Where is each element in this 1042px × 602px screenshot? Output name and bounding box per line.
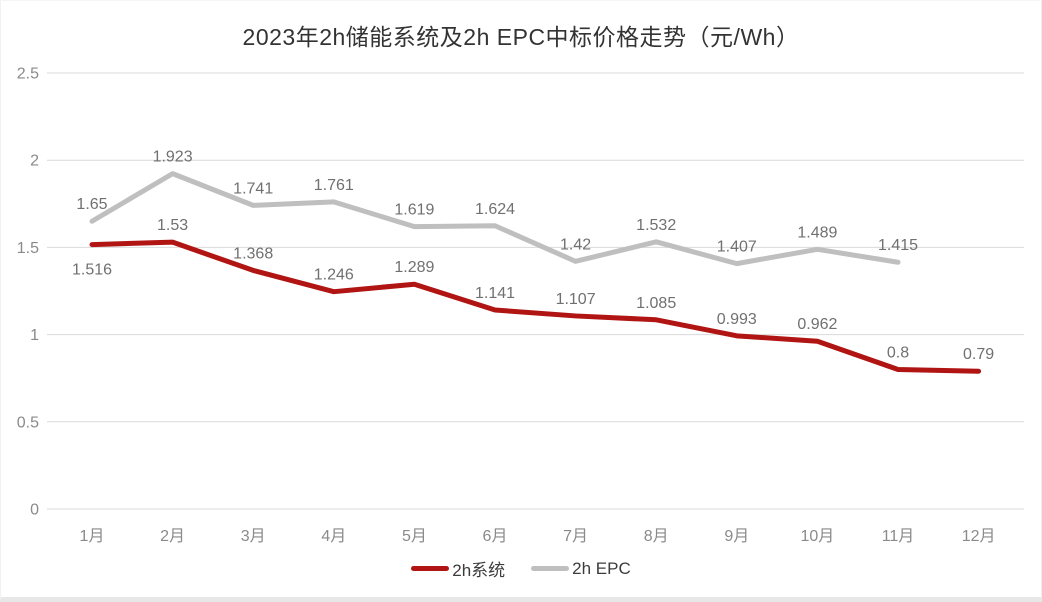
data-label-system-8: 1.085 xyxy=(636,295,676,312)
data-label-epc-2: 1.923 xyxy=(153,149,193,166)
x-axis-tick-label: 11月 xyxy=(882,528,915,545)
data-label-system-7: 1.107 xyxy=(556,291,596,308)
data-label-epc-7: 1.42 xyxy=(560,236,591,253)
x-axis-tick-label: 10月 xyxy=(800,528,834,545)
y-axis-tick-label: 0 xyxy=(30,502,39,519)
x-axis-tick-label: 4月 xyxy=(321,528,346,545)
data-label-system-10: 0.962 xyxy=(797,316,837,333)
data-label-system-5: 1.289 xyxy=(394,259,434,276)
x-axis-tick-label: 3月 xyxy=(241,528,266,545)
legend-item-system: 2h系统 xyxy=(411,556,505,581)
chart-legend: 2h系统 2h EPC xyxy=(1,556,1041,581)
x-axis-tick-label: 9月 xyxy=(724,528,749,545)
data-label-epc-10: 1.489 xyxy=(797,224,837,241)
data-label-epc-8: 1.532 xyxy=(636,217,676,234)
x-axis-tick-label: 12月 xyxy=(962,528,996,545)
legend-label-system: 2h系统 xyxy=(452,561,506,580)
x-axis-tick-label: 6月 xyxy=(483,528,508,545)
data-label-system-2: 1.53 xyxy=(157,217,188,234)
data-label-system-6: 1.141 xyxy=(475,285,515,302)
legend-item-epc: 2h EPC xyxy=(531,559,631,579)
x-axis-tick-label: 1月 xyxy=(80,528,105,545)
data-label-epc-3: 1.741 xyxy=(233,180,273,197)
data-label-system-1: 1.516 xyxy=(72,262,112,279)
data-label-system-11: 0.8 xyxy=(887,344,909,361)
x-axis-tick-label: 7月 xyxy=(563,528,588,545)
data-label-system-9: 0.993 xyxy=(717,311,757,328)
legend-swatch-system xyxy=(411,566,450,571)
data-label-epc-4: 1.761 xyxy=(314,177,354,194)
data-label-epc-1: 1.65 xyxy=(76,196,107,213)
y-axis-tick-label: 1 xyxy=(30,327,39,344)
data-label-system-12: 0.79 xyxy=(963,346,994,363)
data-label-epc-11: 1.415 xyxy=(878,237,918,254)
data-label-epc-9: 1.407 xyxy=(717,239,757,256)
y-axis-tick-label: 2 xyxy=(30,153,39,170)
chart-title: 2023年2h储能系统及2h EPC中标价格走势（元/Wh） xyxy=(242,24,800,50)
y-axis-tick-label: 1.5 xyxy=(17,240,39,257)
x-axis-tick-label: 5月 xyxy=(402,528,427,545)
y-axis-tick-label: 0.5 xyxy=(17,414,39,431)
x-axis-tick-label: 2月 xyxy=(160,528,185,545)
data-label-system-4: 1.246 xyxy=(314,267,354,284)
data-label-system-3: 1.368 xyxy=(233,245,273,262)
legend-swatch-epc xyxy=(531,566,570,571)
data-label-epc-5: 1.619 xyxy=(394,202,434,219)
data-label-epc-6: 1.624 xyxy=(475,201,515,218)
x-axis-tick-label: 8月 xyxy=(644,528,669,545)
y-axis-tick-label: 2.5 xyxy=(17,66,39,83)
series-line-epc xyxy=(89,171,901,267)
series-line-system xyxy=(89,239,982,374)
legend-label-epc: 2h EPC xyxy=(572,558,631,578)
